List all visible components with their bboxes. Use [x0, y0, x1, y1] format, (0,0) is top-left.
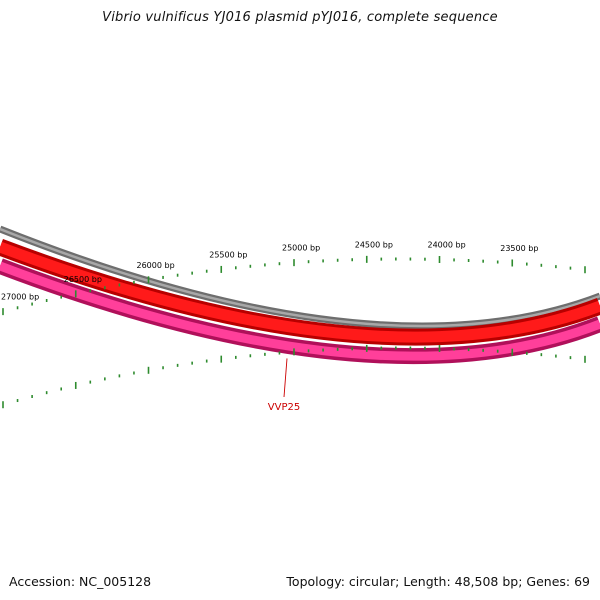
bp-tick-label: 26500 bp: [64, 275, 102, 284]
forward-strand-ring-fill: [0, 241, 600, 343]
bp-tick-label: 27000 bp: [1, 293, 39, 302]
accession-label: Accession: NC_005128: [9, 574, 152, 589]
outer-tick-track: [2, 255, 586, 316]
tick-label-group: 27000 bp 26500 bp 26000 bp 25500 bp 25000 bp…: [1, 240, 538, 301]
sequence-summary: Topology: circular; Length: 48,508 bp; G…: [286, 574, 590, 589]
backbone-ring-highlight: [0, 227, 600, 328]
gene-label-group: VVP25: [268, 358, 300, 413]
bp-tick-label: 24000 bp: [428, 240, 466, 249]
feature-rings: [0, 225, 600, 365]
bp-tick-label: 24500 bp: [355, 240, 393, 249]
map-title: Vibrio vulnificus YJ016 plasmid pYJ016, …: [102, 10, 498, 25]
bp-tick-label: 25500 bp: [209, 250, 247, 259]
bp-tick-label: 25000 bp: [282, 244, 320, 253]
bp-tick-label: 23500 bp: [500, 244, 538, 253]
gene-label[interactable]: VVP25: [268, 402, 300, 413]
gene-label-leader: [283, 358, 288, 398]
inner-tick-track: [2, 344, 586, 409]
reverse-strand-ring-fill: [0, 261, 600, 361]
bp-tick-label: 26000 bp: [137, 261, 175, 270]
